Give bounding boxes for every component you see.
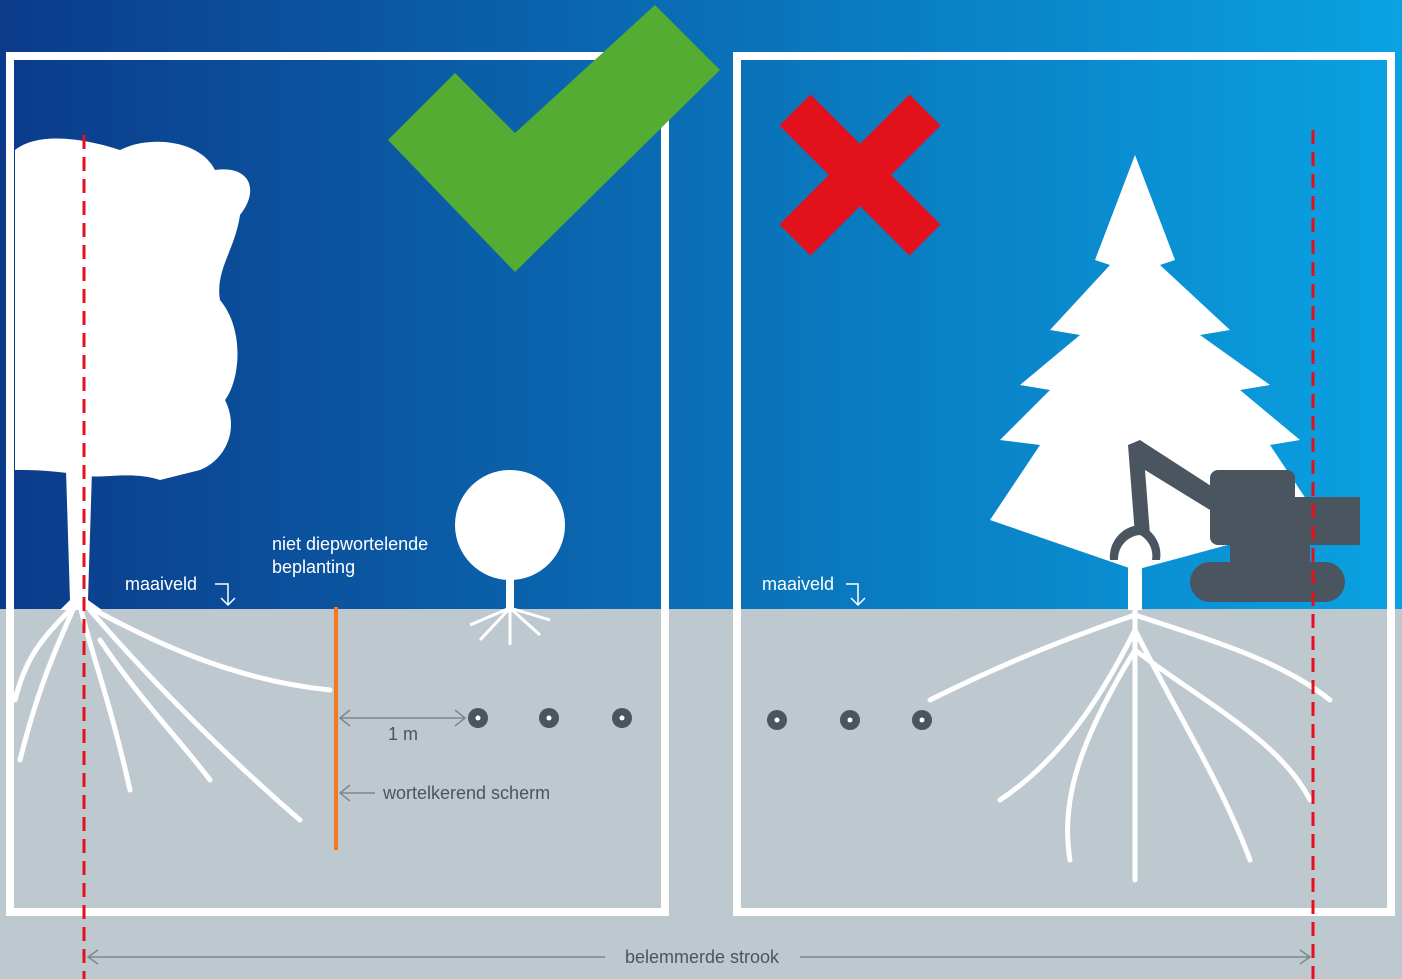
plant-label: beplanting (272, 557, 355, 577)
diagram: maaiveld niet diepwortelende beplanting … (0, 0, 1402, 979)
screen-label: wortelkerend scherm (382, 783, 550, 803)
strip-label: belemmerde strook (625, 947, 780, 967)
ground-label: maaiveld (762, 574, 834, 594)
ground-label: maaiveld (125, 574, 197, 594)
distance-label: 1 m (388, 724, 418, 744)
plant-label: niet diepwortelende (272, 534, 428, 554)
